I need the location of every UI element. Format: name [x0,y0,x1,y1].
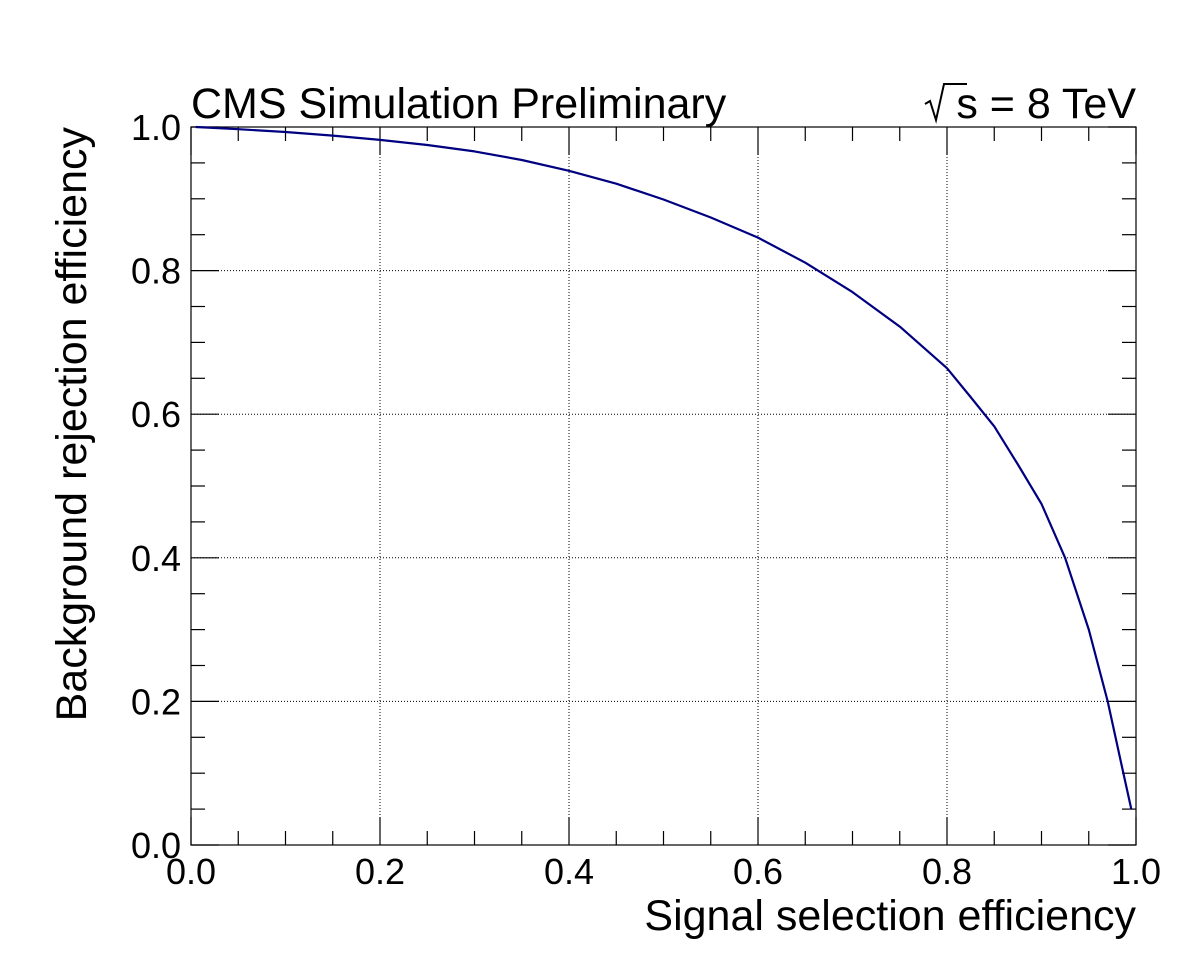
axis-ticks [190,126,1137,846]
x-axis-label: Signal selection efficiency [644,892,1136,940]
energy-label: s = 8 TeV [924,80,1136,128]
y-tick-label: 0.2 [131,681,181,722]
y-tick-label: 1.0 [131,107,181,148]
grid-lines [191,127,1136,845]
series-group [195,125,1133,810]
y-tick-label: 0.4 [131,538,181,579]
y-tick-label: 0.0 [131,825,181,866]
x-tick-label: 0.0 [166,851,216,892]
x-tick-label: 1.0 [1111,851,1161,892]
y-tick-label: 0.8 [131,251,181,292]
sqrt-symbol-icon [924,83,967,124]
x-tick-label: 0.2 [355,851,405,892]
plot-frame [190,126,1137,846]
y-axis-label: Background rejection efficiency [48,127,96,722]
x-tick-label: 0.4 [544,851,594,892]
x-tick-labels: 0.0 0.2 0.4 0.6 0.8 1.0 [166,851,1161,892]
svg-text:s = 8 TeV: s = 8 TeV [956,80,1136,128]
energy-sqrt-arg: s [956,80,978,128]
y-tick-label: 0.6 [131,394,181,435]
chart-title: CMS Simulation Preliminary [191,80,727,128]
x-tick-label: 0.8 [922,851,972,892]
roc-curve-line [195,125,1133,810]
energy-value: = 8 TeV [978,80,1137,128]
x-tick-label: 0.6 [733,851,783,892]
y-tick-labels: 0.0 0.2 0.4 0.6 0.8 1.0 [131,107,181,866]
